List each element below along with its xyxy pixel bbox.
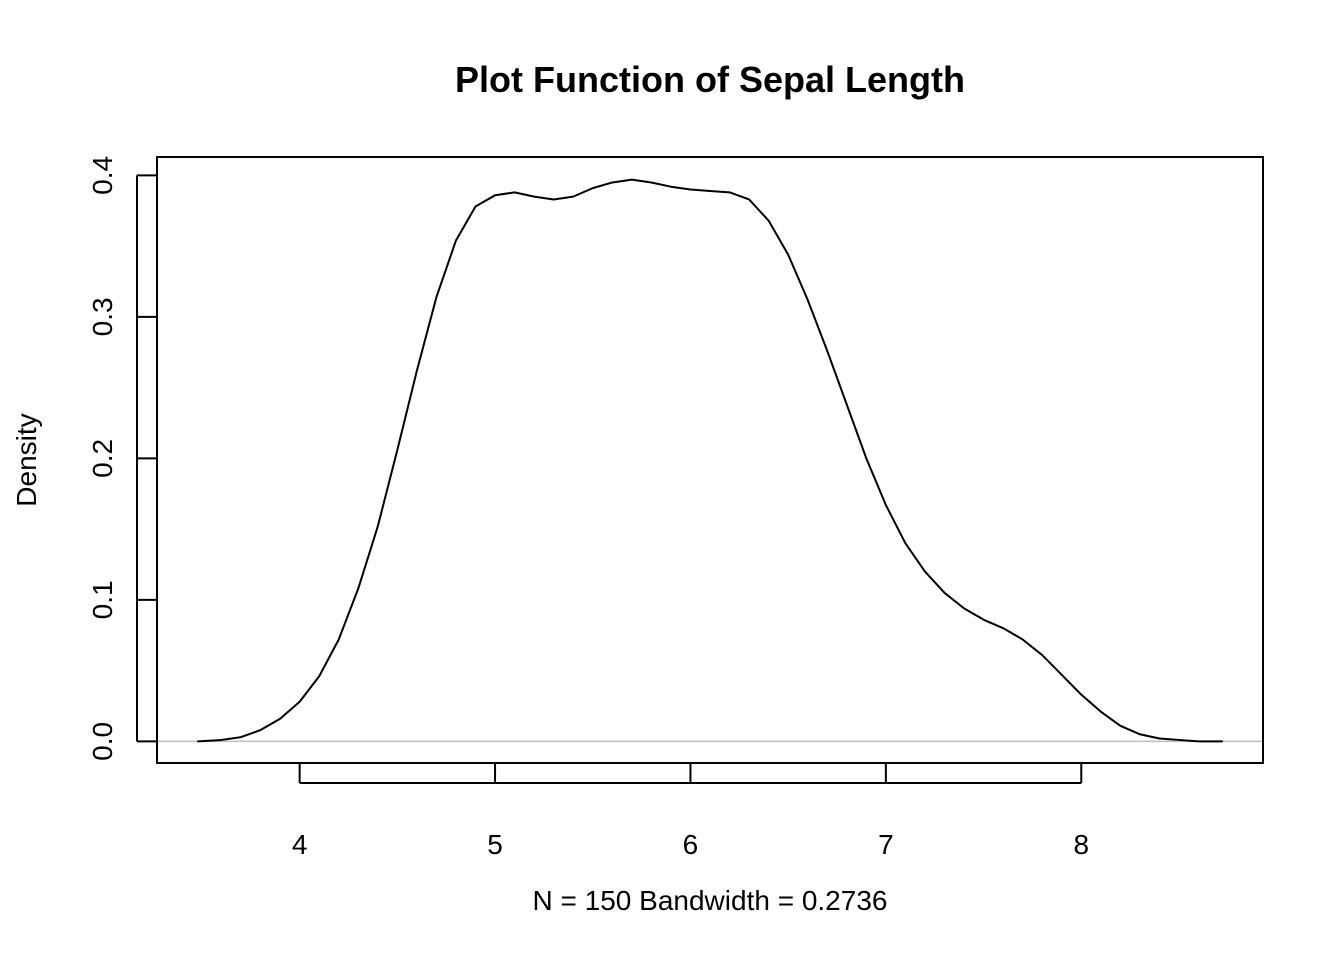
density-curve-0 [197,178,1223,743]
y-axis-label: Density [11,413,42,506]
x-tick-label-8: 8 [1073,829,1089,860]
y-tick-label-0.2: 0.2 [87,439,118,478]
x-tick-label-4: 4 [292,829,308,860]
y-tick-label-0.4: 0.4 [87,156,118,195]
x-tick-label-6: 6 [683,829,699,860]
y-tick-label-0.0: 0.0 [87,722,118,761]
x-axis-label: N = 150 Bandwidth = 0.2736 [533,885,888,916]
plot-area: 4 5 6 7 8 0.0 0.1 0.2 0.3 0.4 [87,156,1264,860]
y-tick-label-0.3: 0.3 [87,297,118,336]
y-tick-label-0.1: 0.1 [87,580,118,619]
plot-frame [156,156,1264,764]
x-tick-label-5: 5 [487,829,503,860]
x-tick-label-7: 7 [878,829,894,860]
chart-title: Plot Function of Sepal Length [455,59,965,100]
